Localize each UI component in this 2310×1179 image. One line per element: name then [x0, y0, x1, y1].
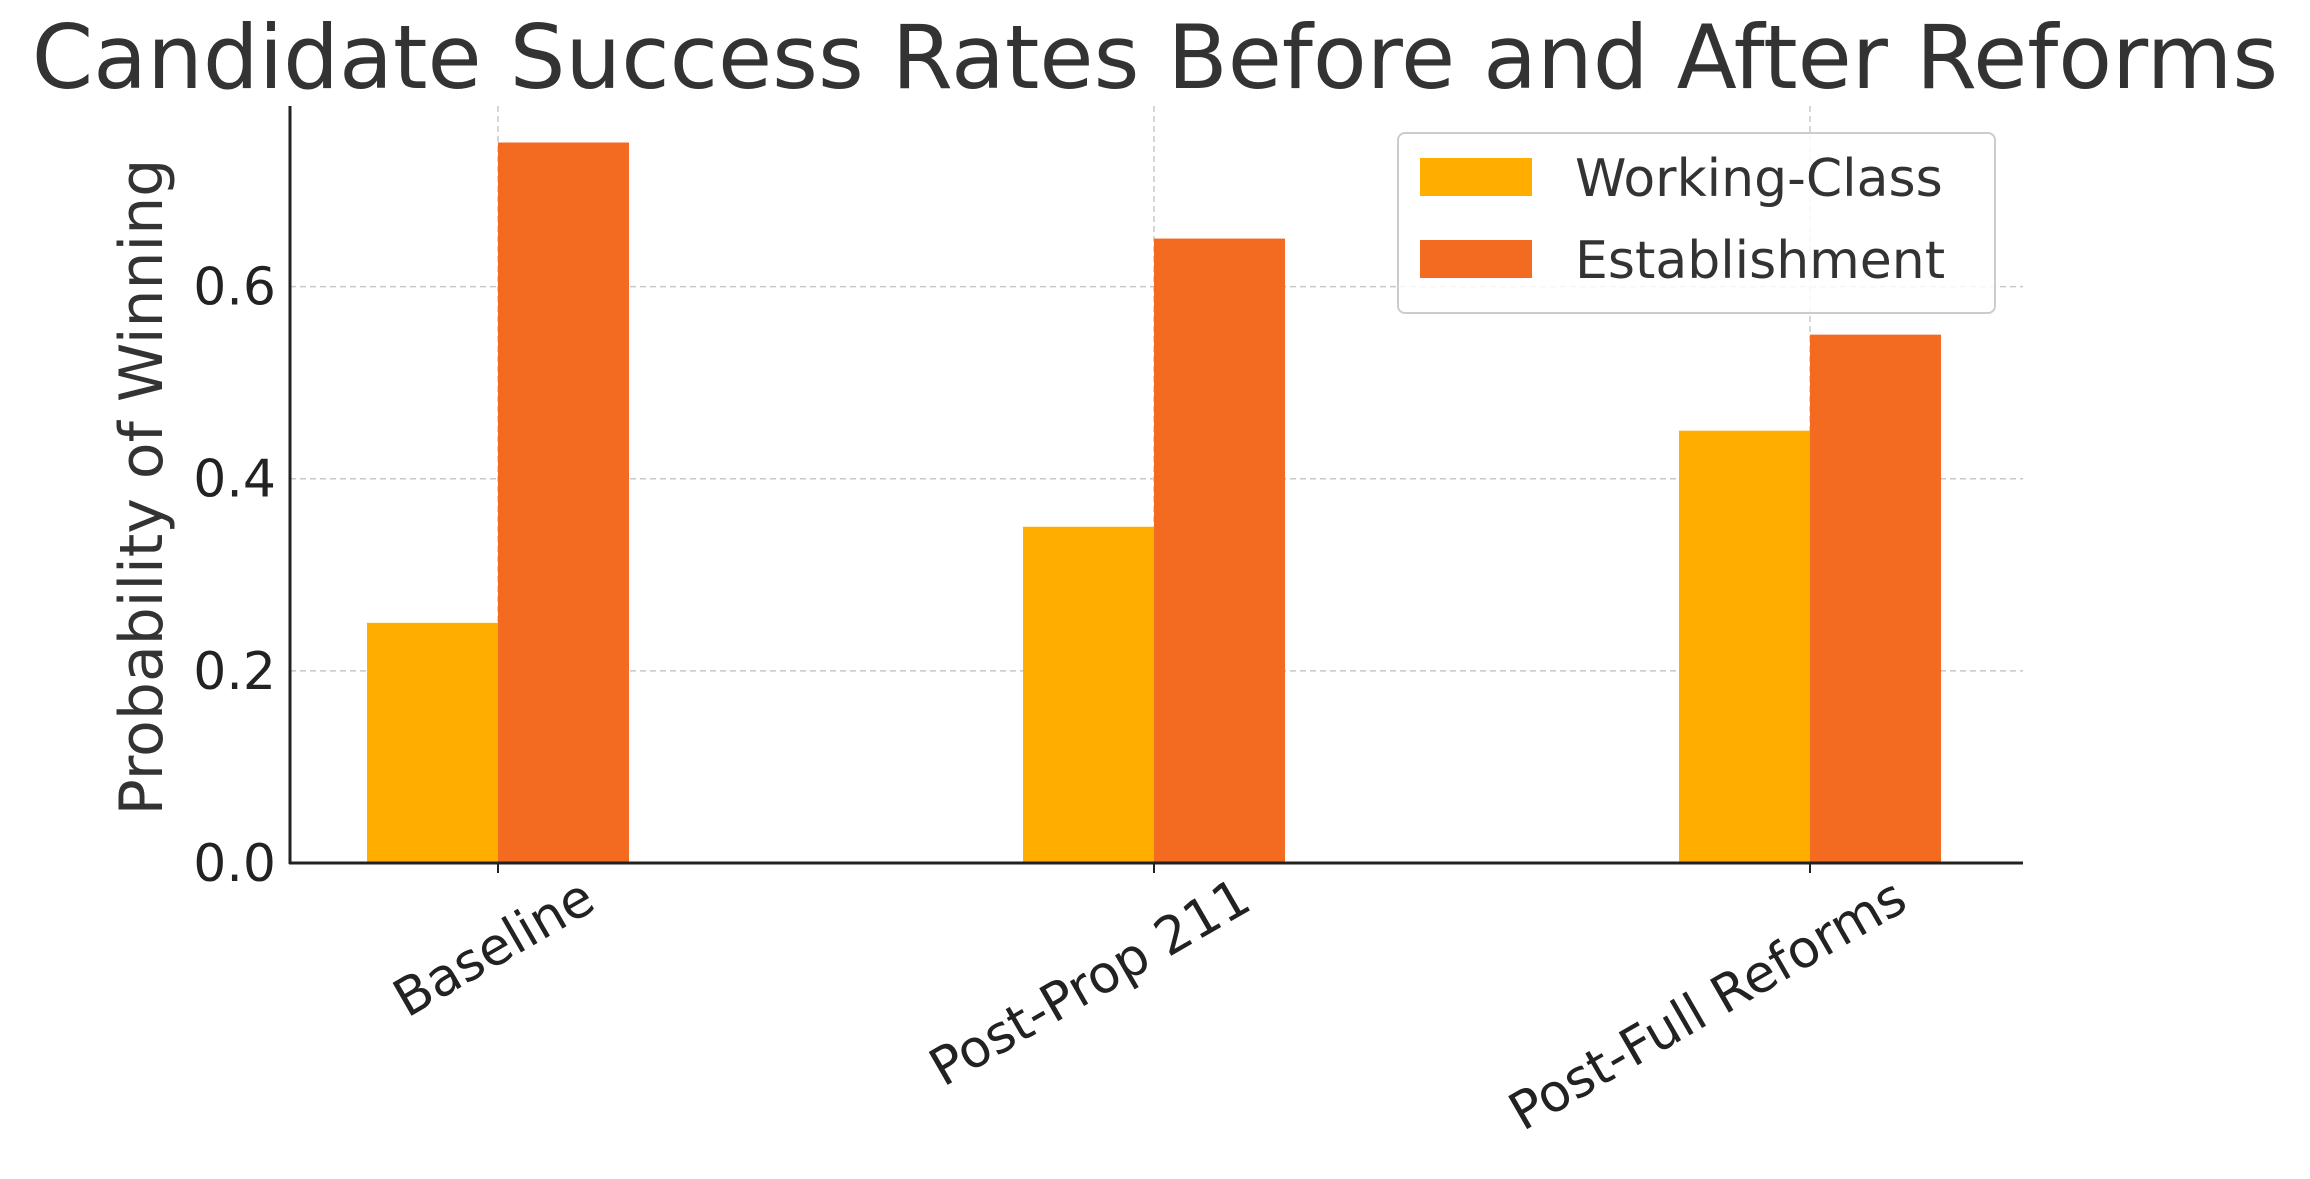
- bar-establishment-1: [1154, 238, 1285, 864]
- x-tick-label: Post-Prop 211: [920, 867, 1261, 1098]
- y-tick-label: 0.4: [193, 450, 276, 510]
- x-tick-label: Baseline: [384, 867, 605, 1029]
- y-axis-label: Probability of Winning: [107, 159, 177, 816]
- legend-label-establishment: Establishment: [1575, 231, 1945, 291]
- bar-establishment-2: [1810, 334, 1941, 863]
- bar-working-class-2: [1679, 430, 1810, 863]
- x-tick-label: Post-Full Reforms: [1499, 867, 1916, 1143]
- bar-working-class-1: [1023, 526, 1154, 863]
- y-tick-label: 0.6: [193, 258, 276, 318]
- legend-swatch-working-class: [1420, 158, 1532, 196]
- bar-establishment-0: [498, 142, 629, 864]
- legend-swatch-establishment: [1420, 240, 1532, 278]
- y-tick-label: 0.0: [193, 834, 276, 894]
- bars: [367, 142, 1941, 864]
- legend: Working-Class Establishment: [1397, 132, 1996, 314]
- y-tick-labels: 0.0 0.2 0.4 0.6: [193, 258, 276, 894]
- y-tick-label: 0.2: [193, 642, 276, 702]
- legend-label-working-class: Working-Class: [1575, 149, 1943, 209]
- axes: [288, 106, 2023, 865]
- bar-working-class-0: [367, 622, 498, 863]
- legend-box: [1397, 132, 1996, 314]
- chart-title: Candidate Success Rates Before and After…: [32, 6, 2279, 109]
- x-tick-labels: Baseline Post-Prop 211 Post-Full Reforms: [384, 863, 1917, 1143]
